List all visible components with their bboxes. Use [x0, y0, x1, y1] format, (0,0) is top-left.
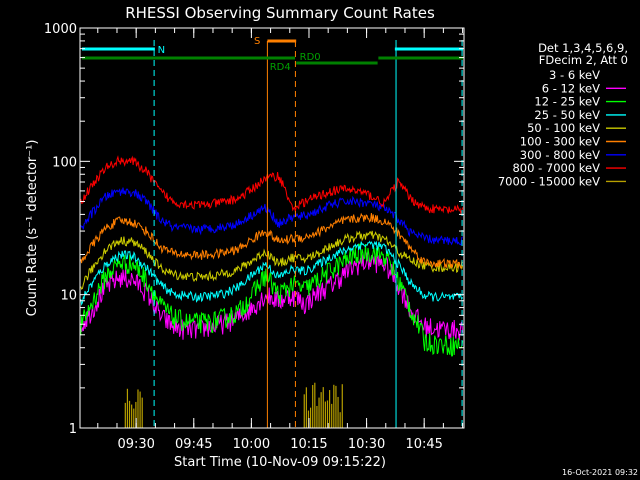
series-line-800-7000-kev — [80, 155, 464, 216]
legend-entry-label: 800 - 7000 keV — [512, 161, 600, 175]
legend-entry-label: 12 - 25 keV — [534, 95, 600, 109]
legend-entry-label: 3 - 6 keV — [549, 68, 600, 82]
series-line-50-100-kev — [80, 230, 464, 290]
legend-entry-label: 7000 - 15000 keV — [498, 174, 600, 188]
flag-label-rd4: RD4 — [270, 62, 291, 73]
flag-label-s: S — [254, 36, 260, 47]
y-tick-label: 1 — [69, 422, 77, 437]
x-tick-label: 09:45 — [175, 437, 212, 452]
legend-entry-label: 100 - 300 keV — [520, 135, 600, 149]
y-tick-label: 1000 — [44, 22, 77, 37]
y-axis-label: Count Rate (s⁻¹ detector⁻¹) — [25, 140, 40, 317]
x-tick-label: 10:00 — [233, 437, 270, 452]
series-line-300-800-kev — [80, 187, 463, 246]
series-line-12-25-kev — [80, 243, 464, 357]
legend-title-line: Det 1,3,4,5,6,9, — [538, 41, 628, 55]
legend-entry-label: 25 - 50 keV — [534, 108, 600, 122]
flag-label-n: N — [158, 45, 165, 56]
series-line-100-300-kev — [80, 212, 464, 269]
legend-entry-label: 300 - 800 keV — [520, 148, 600, 162]
flag-label-rd0: RD0 — [300, 52, 321, 63]
y-tick-label: 100 — [52, 155, 77, 170]
x-tick-label: 10:45 — [405, 437, 442, 452]
x-tick-label: 09:30 — [117, 437, 154, 452]
chart-title: RHESSI Observing Summary Count Rates — [125, 4, 435, 22]
series-line-6-12-kev — [80, 252, 464, 341]
y-tick-label: 10 — [60, 289, 77, 304]
legend: Det 1,3,4,5,6,9,FDecim 2, Att 03 - 6 keV… — [498, 41, 628, 188]
legend-title-line: FDecim 2, Att 0 — [539, 53, 628, 67]
x-tick-label: 10:15 — [290, 437, 327, 452]
series-line-25-50-kev — [80, 240, 464, 306]
legend-entry-label: 50 - 100 keV — [527, 121, 600, 135]
x-tick-label: 10:30 — [348, 437, 385, 452]
series-line-3-6-kev — [80, 269, 464, 372]
legend-entry-label: 6 - 12 keV — [542, 81, 600, 95]
timestamp: 16-Oct-2021 09:32 — [562, 468, 638, 477]
x-axis-label: Start Time (10-Nov-09 09:15:22) — [174, 455, 386, 470]
plot-frame — [79, 27, 465, 429]
